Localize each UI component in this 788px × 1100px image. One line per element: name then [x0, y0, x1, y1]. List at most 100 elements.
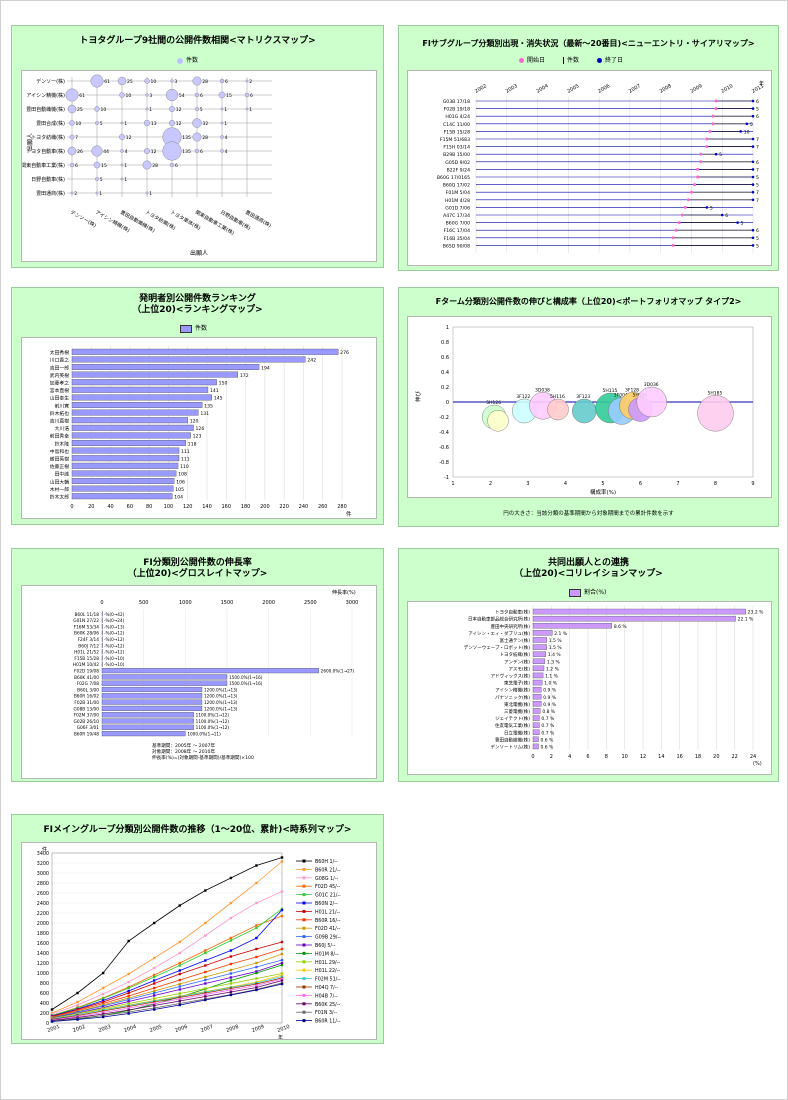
growth-category-label: H01L 21/52 — [74, 650, 99, 656]
timeseries-point — [101, 992, 105, 996]
ranking-value-label: 111 — [181, 449, 190, 455]
matrix-row-label: 豊田通商(株) — [36, 190, 65, 197]
timeseries-legend-marker — [302, 893, 306, 897]
matrix-value-label: 10 — [151, 79, 157, 85]
timeseries-point — [50, 1020, 54, 1023]
ranking-chart: 0 20 40 60 80 100 120 140 160 180 200 220 240 260 280 太… — [50, 346, 352, 518]
coapplicant-category-label: アイシン・エィ・ダブリュ(株) — [468, 630, 530, 637]
portfolio-y-tick-label: -0.4 — [439, 430, 449, 436]
coapplicant-category-label: 豊田自動織機(株) — [495, 736, 530, 743]
coapplicant-category-label: 日本自動車部品総合研究所(株) — [468, 616, 530, 623]
timeline-year-label: 2010 — [720, 83, 734, 95]
timeline-count-label: 7 — [756, 190, 759, 196]
timeseries-point — [153, 982, 156, 985]
timeseries-legend-label: B60H 1/-- — [315, 859, 338, 865]
portfolio-y-tick-label: 1 — [446, 325, 449, 331]
timeline-count-label: 5 — [710, 205, 713, 211]
timeseries-point — [204, 995, 207, 998]
growth-value-label: -%(0→13) — [104, 624, 125, 629]
matrix-title: トヨタグループ9社間の公開件数相関<マトリクスマップ> — [79, 36, 316, 46]
growth-plot-area: 伸長率(%) 0 500 1000 1500 2000 2500 3000 B60L 11/18… — [21, 585, 377, 779]
timeseries-point — [204, 921, 207, 925]
portfolio-x-tick-label: 7 — [676, 481, 679, 487]
growth-bar — [101, 630, 103, 636]
ranking-category-label: 鈴木太郎 — [50, 494, 69, 501]
growth-bar — [101, 617, 103, 623]
timeseries-y-tick-label: 2400 — [37, 901, 49, 907]
coapplicant-value-label: 0.7 % — [541, 723, 555, 729]
timeline-start-marker — [699, 160, 703, 164]
timeseries-point — [255, 982, 258, 986]
timeseries-x-tick-label: 2010 — [277, 1024, 291, 1034]
ranking-tick-label: 200 — [260, 504, 270, 510]
growth-value-label: -%(0→12) — [104, 637, 125, 642]
matrix-chart: デンソー(株) アイシン精機(株) 豊田自動織機(株) 豊田合成(株) トヨタ紡織(株)… — [22, 74, 273, 257]
matrix-value-label: 5 — [100, 121, 103, 127]
ranking-bar — [71, 462, 179, 469]
timeseries-legend-marker — [302, 901, 306, 905]
ranking-bar — [71, 424, 194, 431]
portfolio-bubble — [572, 398, 597, 424]
ranking-value-label: 108 — [178, 472, 187, 478]
timeseries-point — [50, 1008, 54, 1011]
timeseries-point — [229, 990, 233, 994]
timeseries-point — [76, 1003, 79, 1007]
ranking-category-label: 吉川直樹 — [50, 418, 69, 425]
timeseries-legend-marker — [302, 951, 306, 955]
growth-bar — [101, 642, 103, 648]
matrix-x-axis-label: 出願人 — [190, 249, 208, 257]
timeseries-legend-label: G09B 29/-- — [315, 935, 341, 941]
timeseries-legend-label: H04B 7/-- — [315, 993, 338, 999]
timeseries-point — [255, 988, 258, 992]
ranking-value-label: 118 — [188, 441, 197, 447]
timeseries-point — [204, 982, 207, 985]
matrix-value-label: 12 — [151, 149, 157, 155]
timeline-start-marker — [705, 137, 709, 141]
matrix-bubble — [120, 177, 124, 181]
coapplicant-bar — [532, 715, 540, 721]
ranking-tick-label: 0 — [70, 504, 73, 510]
timeline-start-marker — [711, 122, 715, 126]
matrix-bubble — [69, 120, 75, 126]
timeline-year-label: 2003 — [505, 83, 519, 95]
timeline-year-label: 2011 — [751, 83, 765, 95]
portfolio-y-tick-label: -0.8 — [439, 460, 449, 466]
coapplicant-category-label: アドヴィックス(株) — [491, 673, 531, 680]
coapplicant-x-axis-label: (%) — [753, 761, 762, 767]
timeseries-x-axis-label: 年 — [278, 1034, 283, 1039]
timeseries-line — [51, 857, 283, 1010]
matrix-value-label: 3 — [149, 93, 152, 99]
portfolio-y-tick-label: -1 — [444, 475, 449, 481]
portfolio-y-tick-label: -0.2 — [439, 415, 449, 421]
timeseries-point — [153, 1000, 156, 1004]
portfolio-y-tick-label: 0.8 — [441, 340, 449, 346]
matrix-value-label: 61 — [79, 93, 85, 99]
ranking-bar — [71, 402, 203, 408]
coapplicant-bar — [532, 743, 539, 750]
timeseries-legend-marker — [302, 935, 306, 939]
growth-category-label: F02B 31/00 — [74, 700, 99, 706]
matrix-value-label: 12 — [176, 107, 182, 113]
timeseries-point — [204, 889, 207, 892]
matrix-bubble — [91, 145, 103, 157]
timeline-end-marker — [751, 145, 755, 148]
portfolio-x-tick-label: 1 — [451, 481, 454, 487]
timeseries-y-axis-label: 件 — [42, 846, 47, 853]
ranking-tick-label: 260 — [318, 504, 328, 510]
timeseries-legend-label: B60N 2/-- — [315, 901, 338, 907]
growth-value-label: 1200.0%(1→13) — [204, 694, 238, 699]
coapplicant-legend: 割合(%) — [569, 587, 606, 597]
ranking-tick-label: 240 — [299, 504, 309, 510]
timeline-end-marker — [736, 221, 739, 224]
matrix-bubble — [220, 121, 224, 125]
coapplicant-bar — [532, 637, 547, 643]
timeseries-y-tick-label: 2800 — [37, 881, 49, 887]
matrix-plot-area: デンソー(株) アイシン精機(株) 豊田自動織機(株) 豊田合成(株) トヨタ紡織(株)… — [21, 70, 377, 262]
coapplicant-tick-label: 16 — [676, 754, 682, 760]
matrix-bubble — [95, 177, 99, 181]
timeline-count-label: 5 — [756, 183, 759, 189]
timeseries-point — [127, 989, 130, 993]
timeseries-line — [51, 953, 283, 1018]
growth-category-label: B60K 41/00 — [74, 675, 99, 681]
